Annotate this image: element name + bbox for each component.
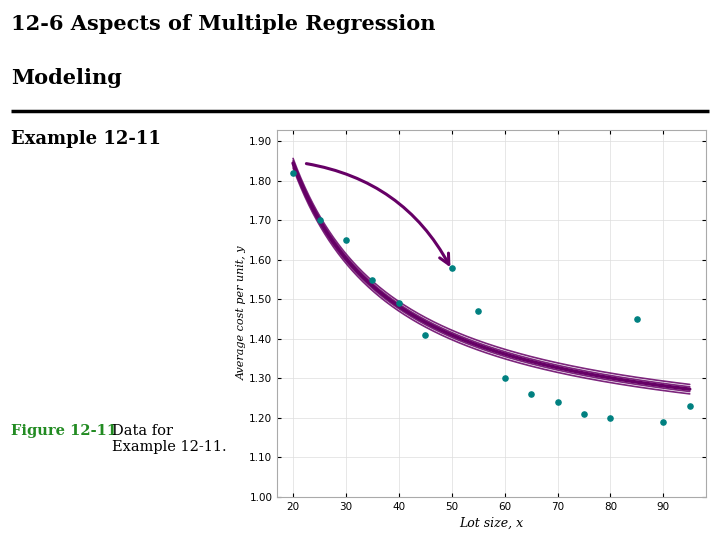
Text: Data for
Example 12-11.: Data for Example 12-11. xyxy=(112,424,226,454)
Point xyxy=(552,398,563,407)
Point xyxy=(340,236,351,245)
Point xyxy=(314,216,325,225)
Point xyxy=(287,168,299,177)
Point xyxy=(684,402,696,410)
Point xyxy=(472,307,484,315)
Point xyxy=(499,374,510,383)
X-axis label: Lot size, x: Lot size, x xyxy=(459,517,523,530)
Text: 12-6 Aspects of Multiple Regression: 12-6 Aspects of Multiple Regression xyxy=(11,14,436,33)
Point xyxy=(526,390,537,399)
Point xyxy=(393,299,405,308)
Point xyxy=(420,330,431,339)
Y-axis label: Average cost per unit, y: Average cost per unit, y xyxy=(236,246,246,381)
Text: Example 12-11: Example 12-11 xyxy=(11,130,161,147)
Point xyxy=(605,414,616,422)
Text: Modeling: Modeling xyxy=(11,68,122,87)
Point xyxy=(366,275,378,284)
Point xyxy=(657,417,669,426)
Point xyxy=(446,264,457,272)
Point xyxy=(578,409,590,418)
Point xyxy=(631,315,643,323)
Text: Figure 12-11: Figure 12-11 xyxy=(11,424,117,438)
